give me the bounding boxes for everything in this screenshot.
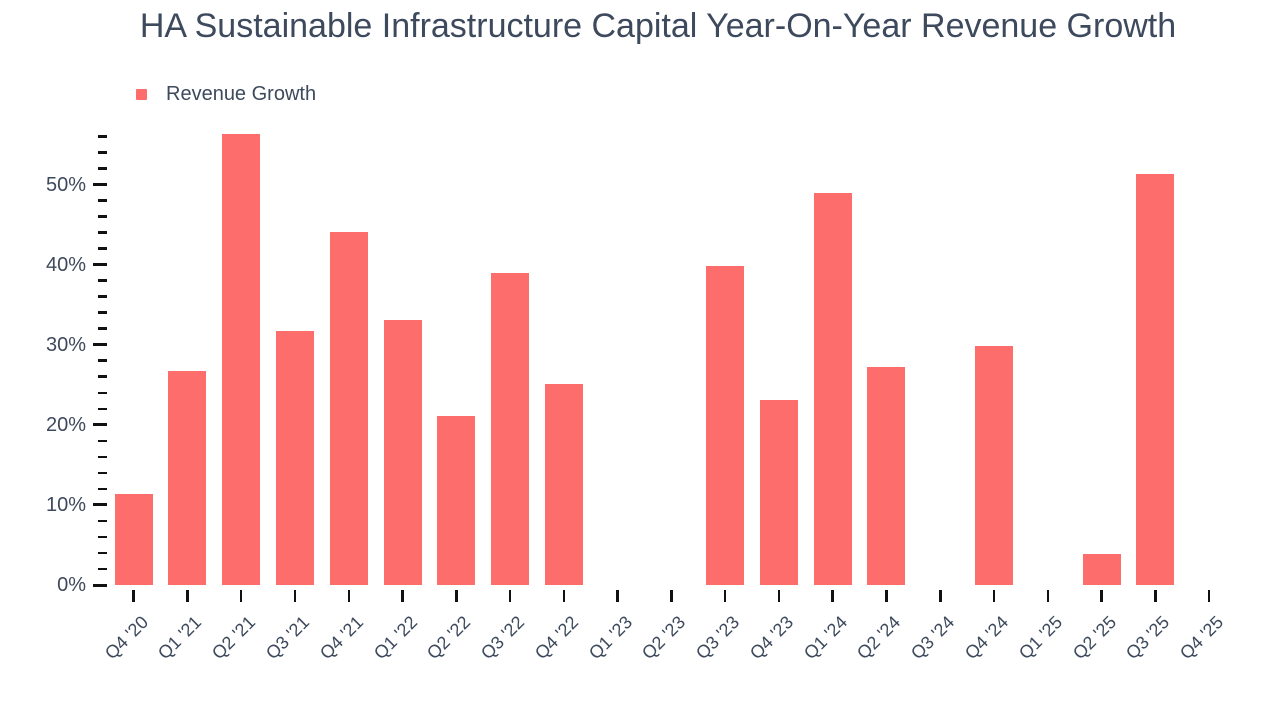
x-axis-tick [1154,590,1157,602]
legend-label: Revenue Growth [166,83,317,105]
y-axis-minor-tick [98,567,107,571]
y-axis-tick-label: 30% [45,333,86,356]
y-axis-minor-tick [98,455,107,459]
bar-q3-25 [1136,174,1175,585]
x-axis-tick [992,590,996,602]
y-axis-tick-label: 10% [45,493,86,516]
y-axis-major-tick [93,183,107,186]
y-axis-minor-tick [98,535,107,539]
y-axis-minor-tick [98,199,107,202]
y-axis-minor-tick [98,359,107,362]
bar-q2-24 [867,367,906,585]
y-axis-tick-label: 20% [45,413,86,436]
x-axis-tick [670,590,673,602]
y-axis-tick-label: 40% [45,253,86,276]
y-axis-minor-tick [98,391,107,394]
y-axis-minor-tick [98,167,107,170]
y-axis-major-tick [93,503,107,507]
x-axis-tick [939,590,942,602]
x-axis-tick [777,590,781,602]
x-axis-tick [401,590,404,602]
bar-q1-22 [383,319,422,585]
x-axis-tick [132,590,135,602]
x-axis-tick [562,590,566,602]
bar-q3-22 [491,272,530,585]
x-axis-tick [186,590,189,602]
y-axis-major-tick [93,263,107,267]
y-axis-tick-label: 0% [57,574,86,596]
y-axis-minor-tick [98,247,107,250]
y-axis-minor-tick [98,407,107,411]
y-axis-minor-tick [98,519,107,523]
x-axis-tick [1046,590,1050,602]
x-axis-tick [1207,590,1211,602]
y-axis-minor-tick [98,279,107,282]
bar-q4-21 [329,231,368,585]
y-axis-major-tick [93,343,107,347]
y-axis-minor-tick [98,327,107,330]
y-axis-minor-tick [98,215,107,218]
x-axis-tick [239,590,243,602]
y-axis-minor-tick [98,295,107,298]
bar-q4-22 [544,383,583,585]
x-axis-tick [831,590,834,602]
x-axis-tick [616,590,619,602]
y-axis-minor-tick [98,487,107,491]
y-axis-minor-tick [98,311,107,314]
y-axis-tick-label: 50% [45,173,86,196]
bar-q3-21 [276,331,314,585]
y-axis-minor-tick [98,551,107,555]
y-axis-major-tick [93,583,107,587]
bar-q2-21 [222,134,261,585]
bar-q4-24 [975,346,1014,585]
x-axis-tick [508,590,512,602]
bar-q3-23 [706,266,745,585]
x-axis-tick [455,590,458,602]
y-axis-minor-tick [98,151,107,154]
x-axis-tick [723,590,727,602]
bar-q1-24 [813,193,852,585]
bar-q2-25 [1082,553,1121,585]
legend[interactable]: Revenue Growth [136,82,316,106]
bar-q2-22 [437,415,476,585]
y-axis-minor-tick [98,471,107,475]
y-axis-major-tick [93,423,107,427]
x-axis-tick [293,590,297,602]
y-axis-minor-tick [98,135,107,138]
x-axis-tick [885,590,888,602]
bar-q4-23 [759,399,798,585]
chart-title: HA Sustainable Infrastructure Capital Ye… [139,7,1177,45]
bar-q4-20 [114,493,153,585]
y-axis-minor-tick [98,375,107,378]
y-axis-minor-tick [98,439,107,443]
x-axis-tick [347,590,351,602]
x-axis-tick [1100,590,1103,602]
legend-marker-icon [136,88,147,100]
y-axis-minor-tick [98,231,107,234]
bar-q1-21 [168,371,207,585]
